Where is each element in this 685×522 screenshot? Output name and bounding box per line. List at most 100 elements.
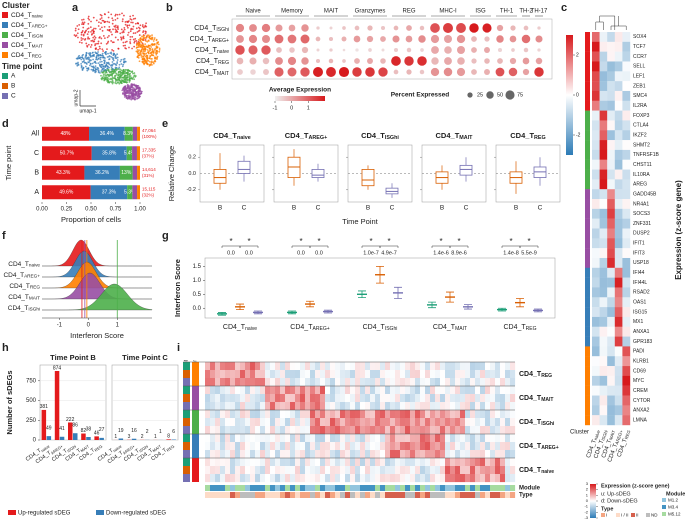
heatmap-cell: [614, 238, 623, 249]
heatmap-cell: [285, 450, 291, 459]
gene-label: IL10RA: [633, 172, 650, 178]
heatmap-cell: [495, 370, 501, 379]
heatmap-cell: [440, 418, 446, 427]
heatmap-cell: [290, 466, 296, 475]
heatmap-cell: [415, 410, 421, 419]
row-annotation: [192, 402, 199, 410]
umap-point: [114, 63, 117, 66]
data-label: 5.3%: [124, 190, 136, 196]
umap-point: [108, 78, 111, 81]
heatmap-cell: [345, 442, 351, 451]
heatmap-cell: [380, 474, 386, 483]
heatmap-cell: [325, 362, 331, 371]
heatmap-cell: [622, 61, 631, 72]
umap-point: [131, 28, 134, 31]
heatmap-cell: [385, 402, 391, 411]
heatmap-cell: [330, 378, 336, 387]
heatmap-cell: [592, 228, 600, 239]
dot: [484, 58, 490, 64]
heatmap-cell: [315, 402, 321, 411]
heatmap-cell: [315, 362, 321, 371]
heatmap-cell: [445, 450, 451, 459]
umap-point: [144, 53, 146, 55]
heatmap-cell: [255, 410, 261, 419]
heatmap-cell: [380, 402, 386, 411]
dot: [355, 48, 359, 52]
heatmap-cell: [470, 402, 476, 411]
heatmap-cell: [305, 418, 311, 427]
heatmap-cell: [440, 362, 446, 371]
dot: [316, 26, 320, 30]
heatmap-cell: [325, 402, 331, 411]
heatmap-cell: [300, 402, 306, 411]
umap-point: [156, 52, 158, 55]
heatmap-cell: [295, 450, 301, 459]
heatmap-cell: [599, 326, 608, 337]
heatmap-cell: [460, 410, 466, 419]
heatmap-cell: [405, 418, 411, 427]
heatmap-cell: [592, 90, 600, 101]
heatmap-cell: [290, 410, 296, 419]
row-annotation: [585, 277, 590, 288]
heatmap-cell: [435, 410, 441, 419]
heatmap-cell: [285, 434, 291, 443]
x-tick-label: C: [242, 205, 247, 212]
heatmap-cell: [435, 466, 441, 475]
dendrogram: [595, 15, 627, 30]
umap-point: [97, 48, 100, 51]
umap-point: [146, 54, 149, 57]
heatmap-cell: [230, 394, 236, 403]
heatmap-cell: [295, 370, 301, 379]
dot: [523, 25, 529, 31]
heatmap-cell: [370, 458, 376, 467]
dot: [430, 34, 440, 44]
heatmap-cell: [345, 418, 351, 427]
heatmap-cell: [355, 442, 361, 451]
umap-point: [138, 60, 141, 63]
legend-title: Cluster: [2, 1, 30, 10]
heatmap-cell: [400, 394, 406, 403]
heatmap-cell: [240, 426, 246, 435]
data-label: 43.3%: [56, 170, 71, 176]
heatmap-cell: [500, 378, 506, 387]
umap-point: [117, 47, 120, 50]
umap-point: [85, 54, 88, 57]
heatmap-cell: [380, 442, 386, 451]
heatmap-cell: [275, 466, 281, 475]
dot: [301, 24, 309, 32]
type-cell: [215, 492, 221, 498]
heatmap-cell: [622, 100, 631, 111]
heatmap-cell: [335, 386, 341, 395]
heatmap-cell: [295, 466, 301, 475]
umap-point: [116, 79, 119, 82]
heatmap-cell: [260, 426, 266, 435]
umap-point: [136, 85, 139, 87]
significance-bracket: [431, 245, 451, 248]
heatmap-cell: [220, 450, 226, 459]
umap-point: [114, 56, 117, 58]
heatmap-cell: [310, 418, 316, 427]
dot: [443, 34, 453, 44]
heatmap-cell: [505, 370, 511, 379]
x-tick-label: -1: [57, 323, 63, 329]
heatmap-cell: [395, 466, 401, 475]
bar-segment: [132, 185, 138, 200]
heatmap-cell: [592, 120, 600, 131]
heatmap-cell: [365, 458, 371, 467]
heatmap-cell: [350, 458, 356, 467]
group-label: TH-2: [519, 9, 533, 15]
umap-point: [114, 74, 117, 77]
umap-point: [129, 86, 132, 89]
heatmap-cell: [622, 149, 631, 160]
heatmap-cell: [485, 450, 491, 459]
umap-point: [134, 32, 137, 34]
umap-point: [117, 76, 119, 79]
heatmap-cell: [599, 405, 608, 416]
heatmap-cell: [607, 326, 615, 337]
heatmap-cell: [455, 410, 461, 419]
heatmap-cell: [465, 386, 471, 395]
heatmap-cell: [592, 248, 600, 259]
row-annotation: [183, 434, 190, 442]
heatmap-cell: [290, 386, 296, 395]
heatmap-cell: [622, 238, 631, 249]
